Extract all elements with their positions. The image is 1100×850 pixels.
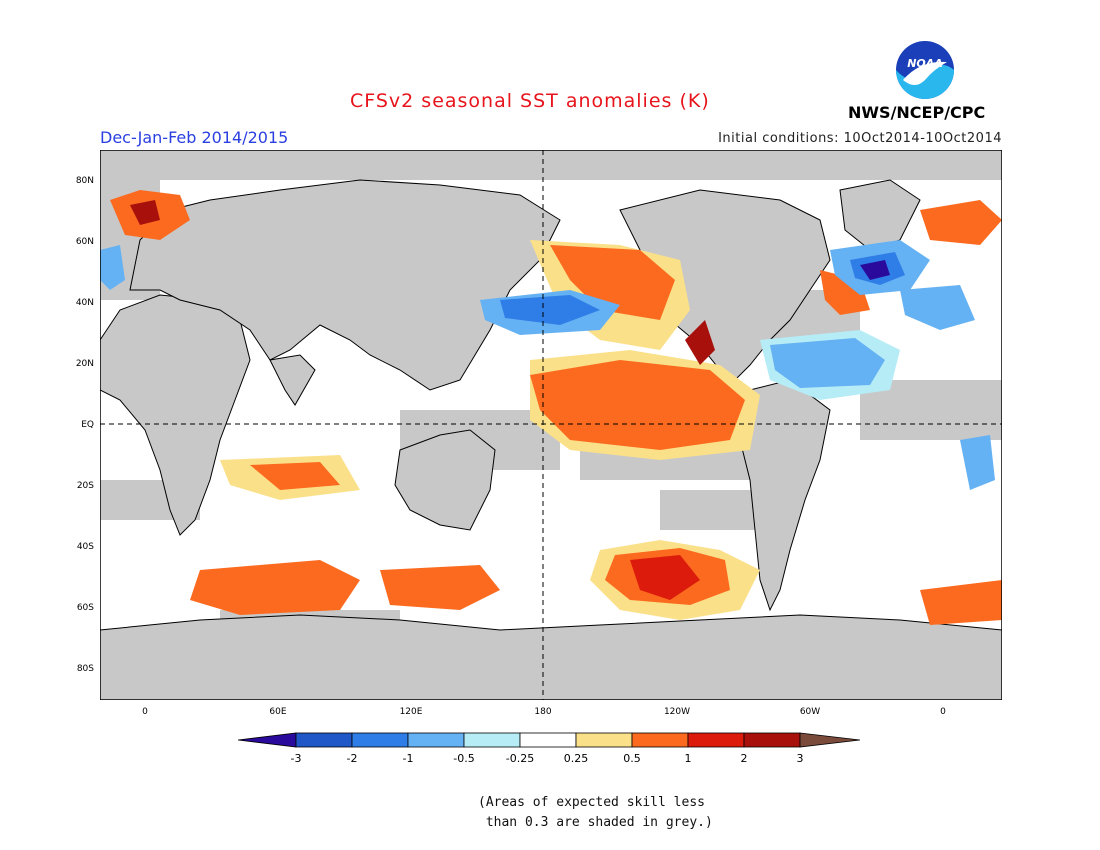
legend-label: -0.25	[506, 752, 534, 765]
lat-20s: 20S	[77, 481, 94, 491]
lat-eq: EQ	[81, 420, 94, 430]
skill-note: (Areas of expected skill less than 0.3 a…	[478, 793, 713, 833]
color-legend: -3 -2 -1 -0.5 -0.25 0.25 0.5 1 2 3	[238, 732, 861, 765]
lat-60n: 60N	[76, 237, 94, 247]
legend-label: 3	[797, 752, 804, 765]
map-title: CFSv2 seasonal SST anomalies (K)	[350, 90, 710, 112]
legend-swatch	[519, 732, 577, 748]
lon-axis: 0 60E 120E 180 120W 60W 0	[142, 707, 946, 717]
legend-swatch-gt-3	[799, 732, 861, 748]
legend-label: -3	[291, 752, 302, 765]
land-masses	[100, 179, 1002, 700]
legend-label: 0.5	[623, 752, 641, 765]
skill-note-line1: (Areas of expected skill less	[478, 795, 705, 810]
legend-swatch	[743, 732, 801, 748]
lat-20n: 20N	[76, 359, 94, 369]
legend-swatch	[407, 732, 465, 748]
legend-swatch	[351, 732, 409, 748]
lat-40n: 40N	[76, 298, 94, 308]
legend-swatch	[463, 732, 521, 748]
lon-60w: 60W	[800, 707, 820, 717]
legend-swatch	[295, 732, 353, 748]
lon-120w: 120W	[664, 707, 690, 717]
lat-80n: 80N	[76, 176, 94, 186]
legend-label: -2	[347, 752, 358, 765]
legend-swatch-lt-3	[238, 732, 297, 748]
lat-axis: 80N 60N 40N 20N EQ 20S 40S 60S 80S	[76, 176, 94, 674]
lon-60e: 60E	[269, 707, 286, 717]
lon-0: 0	[142, 707, 148, 717]
lon-180: 180	[534, 707, 551, 717]
lat-40s: 40S	[77, 542, 94, 552]
lon-120e: 120E	[400, 707, 423, 717]
legend-swatch	[575, 732, 633, 748]
sst-anomaly-map: 80N 60N 40N 20N EQ 20S 40S 60S 80S	[100, 150, 1002, 700]
lat-80s: 80S	[77, 664, 94, 674]
logo-text: NOAA	[907, 57, 943, 70]
lat-60s: 60S	[77, 603, 94, 613]
legend-label: -1	[403, 752, 414, 765]
legend-label: -0.5	[453, 752, 474, 765]
legend-swatch	[631, 732, 689, 748]
season-label: Dec-Jan-Feb 2014/2015	[100, 128, 289, 147]
warm-anomalies	[110, 190, 1002, 625]
agency-label: NWS/NCEP/CPC	[848, 103, 986, 122]
legend-label: 0.25	[564, 752, 589, 765]
cool-anomalies	[100, 240, 995, 490]
skill-note-line2: than 0.3 are shaded in grey.)	[478, 815, 713, 830]
legend-swatch	[687, 732, 745, 748]
initial-conditions-label: Initial conditions: 10Oct2014-10Oct2014	[718, 131, 1002, 146]
lon-0-east: 0	[940, 707, 946, 717]
legend-label: 2	[741, 752, 748, 765]
legend-label: 1	[685, 752, 692, 765]
noaa-logo-icon: NOAA	[896, 41, 954, 99]
